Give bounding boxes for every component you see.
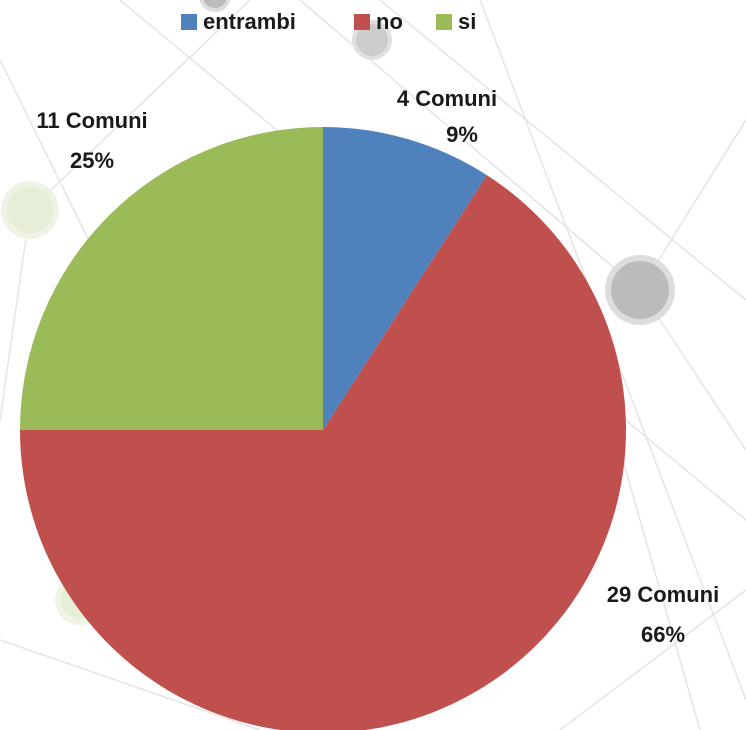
- percent-label: 9%: [446, 122, 478, 147]
- legend-label: no: [376, 9, 403, 34]
- percent-label: 66%: [641, 622, 685, 647]
- legend-swatch: [354, 14, 370, 30]
- data-label: 4 Comuni: [397, 86, 497, 111]
- pie-slice: [20, 127, 323, 430]
- legend-label: entrambi: [203, 9, 296, 34]
- legend-swatch: [436, 14, 452, 30]
- data-label: 11 Comuni: [36, 108, 147, 133]
- percent-label: 25%: [70, 148, 114, 173]
- legend-label: si: [458, 9, 476, 34]
- legend-swatch: [181, 14, 197, 30]
- data-label: 29 Comuni: [607, 582, 719, 607]
- pie-slice: [20, 175, 626, 730]
- pie-slice: [323, 127, 487, 430]
